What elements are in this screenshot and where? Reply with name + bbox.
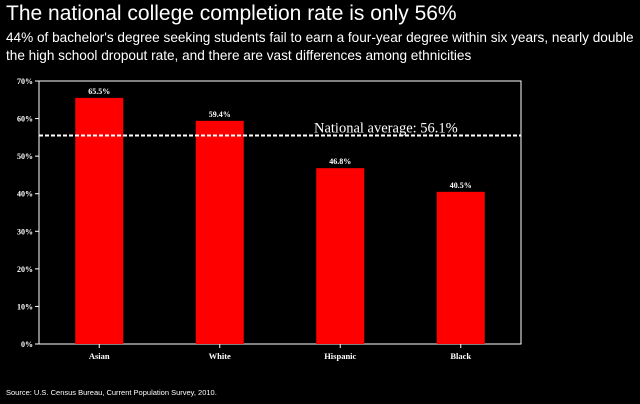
x-tick-label: Black: [450, 351, 471, 361]
national-average-label: National average: 56.1%: [314, 120, 458, 136]
chart-title: The national college completion rate is …: [6, 2, 457, 25]
bar-value-label: 46.8%: [329, 157, 351, 166]
x-tick-label: White: [209, 351, 231, 361]
y-tick-label: 20%: [17, 265, 33, 274]
bar: [436, 191, 485, 344]
x-tick-label: Asian: [89, 351, 110, 361]
y-tick-label: 0%: [21, 340, 33, 349]
x-tick-label: Hispanic: [324, 351, 356, 361]
bar-value-label: 65.5%: [88, 87, 110, 96]
y-tick-label: 30%: [17, 227, 33, 236]
bar-value-label: 59.4%: [209, 110, 231, 119]
bar: [75, 97, 124, 345]
y-tick-label: 70%: [17, 77, 33, 86]
y-tick-label: 40%: [17, 190, 33, 199]
chart-subtitle: 44% of bachelor's degree seeking student…: [6, 30, 634, 63]
plot-area: [38, 80, 522, 345]
y-tick-label: 50%: [17, 152, 33, 161]
bar: [195, 120, 244, 344]
y-tick-label: 10%: [17, 302, 33, 311]
source-note: Source: U.S. Census Bureau, Current Popu…: [6, 388, 217, 397]
bar-value-label: 40.5%: [450, 181, 472, 190]
y-tick-label: 60%: [17, 115, 33, 124]
bar: [316, 168, 365, 344]
